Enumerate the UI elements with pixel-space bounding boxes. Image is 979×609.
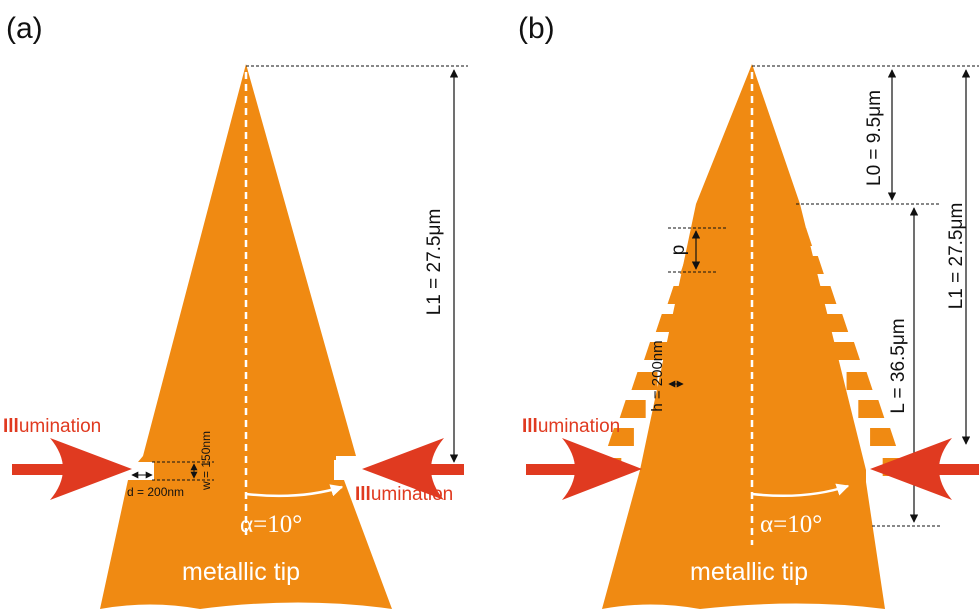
tip-label-b: metallic tip [690,558,808,586]
illumination-label-right-a-tail: umination [371,484,453,505]
angle-arc-b [751,483,850,498]
tooth-left-4 [667,286,694,304]
tooth-left-1 [702,204,728,222]
h-label-b: h = 200nm [649,340,666,411]
l0-label-b: L0 = 9.5μm [864,90,885,186]
metallic-tip-b [602,64,885,609]
d-label-a: d = 200nm [127,485,184,499]
tooth-right-1 [776,204,802,222]
tooth-left-5 [655,314,682,332]
tooth-left-6 [644,342,671,360]
illumination-label-left-a-tail: umination [19,416,101,437]
tooth-left-8 [619,400,646,418]
tooth-right-9 [870,428,897,446]
tooth-left-3 [680,256,707,274]
illumination-arrow-left-a [12,438,132,500]
tooth-right-4 [810,286,837,304]
panel-b: (b) α=10° metallic tip L0 = 9.5μm L1 = 2… [518,12,979,609]
tooth-right-7 [846,372,873,390]
tooth-right-6 [833,342,860,360]
l1-label-a: L1 = 27.5μm [424,209,445,316]
l-label-b: L = 36.5μm [888,318,909,413]
panel-a: (a) α=10° metallic tip L1 = 27.5μm w = 1… [3,12,468,609]
tooth-left-9 [607,428,634,446]
illumination-label-right-a: Illumination [355,484,453,505]
tip-label-a: metallic tip [182,558,300,586]
tooth-left-7 [631,372,658,390]
panel-b-label: (b) [518,12,555,45]
illumination-label-left-b-tail: umination [538,416,620,437]
illumination-label-left-b-head: Ill [522,416,538,437]
p-label-b: p [668,245,689,256]
angle-arc-a [245,484,344,498]
illumination-label-left-a-head: Ill [3,416,19,437]
tooth-right-5 [822,314,849,332]
tooth-right-8 [858,400,885,418]
gap-right-a [334,460,360,480]
gap-left-a [132,462,154,480]
tooth-right-2 [786,228,813,246]
illumination-arrow-right-a [362,438,464,500]
illumination-label-left-a: Illumination [3,416,101,437]
l1-label-b: L1 = 27.5μm [946,203,967,310]
illumination-arrow-left-b [526,438,642,500]
illumination-label-right-a-head: Ill [355,484,371,505]
w-label-a: w = 150nm [199,431,213,491]
angle-label-b: α=10° [760,511,822,538]
panel-a-label: (a) [6,12,43,45]
angle-label-a: α=10° [240,511,302,538]
illumination-label-left-b: Illumination [522,416,620,437]
illumination-arrow-right-b [870,438,979,500]
tooth-right-3 [797,256,824,274]
